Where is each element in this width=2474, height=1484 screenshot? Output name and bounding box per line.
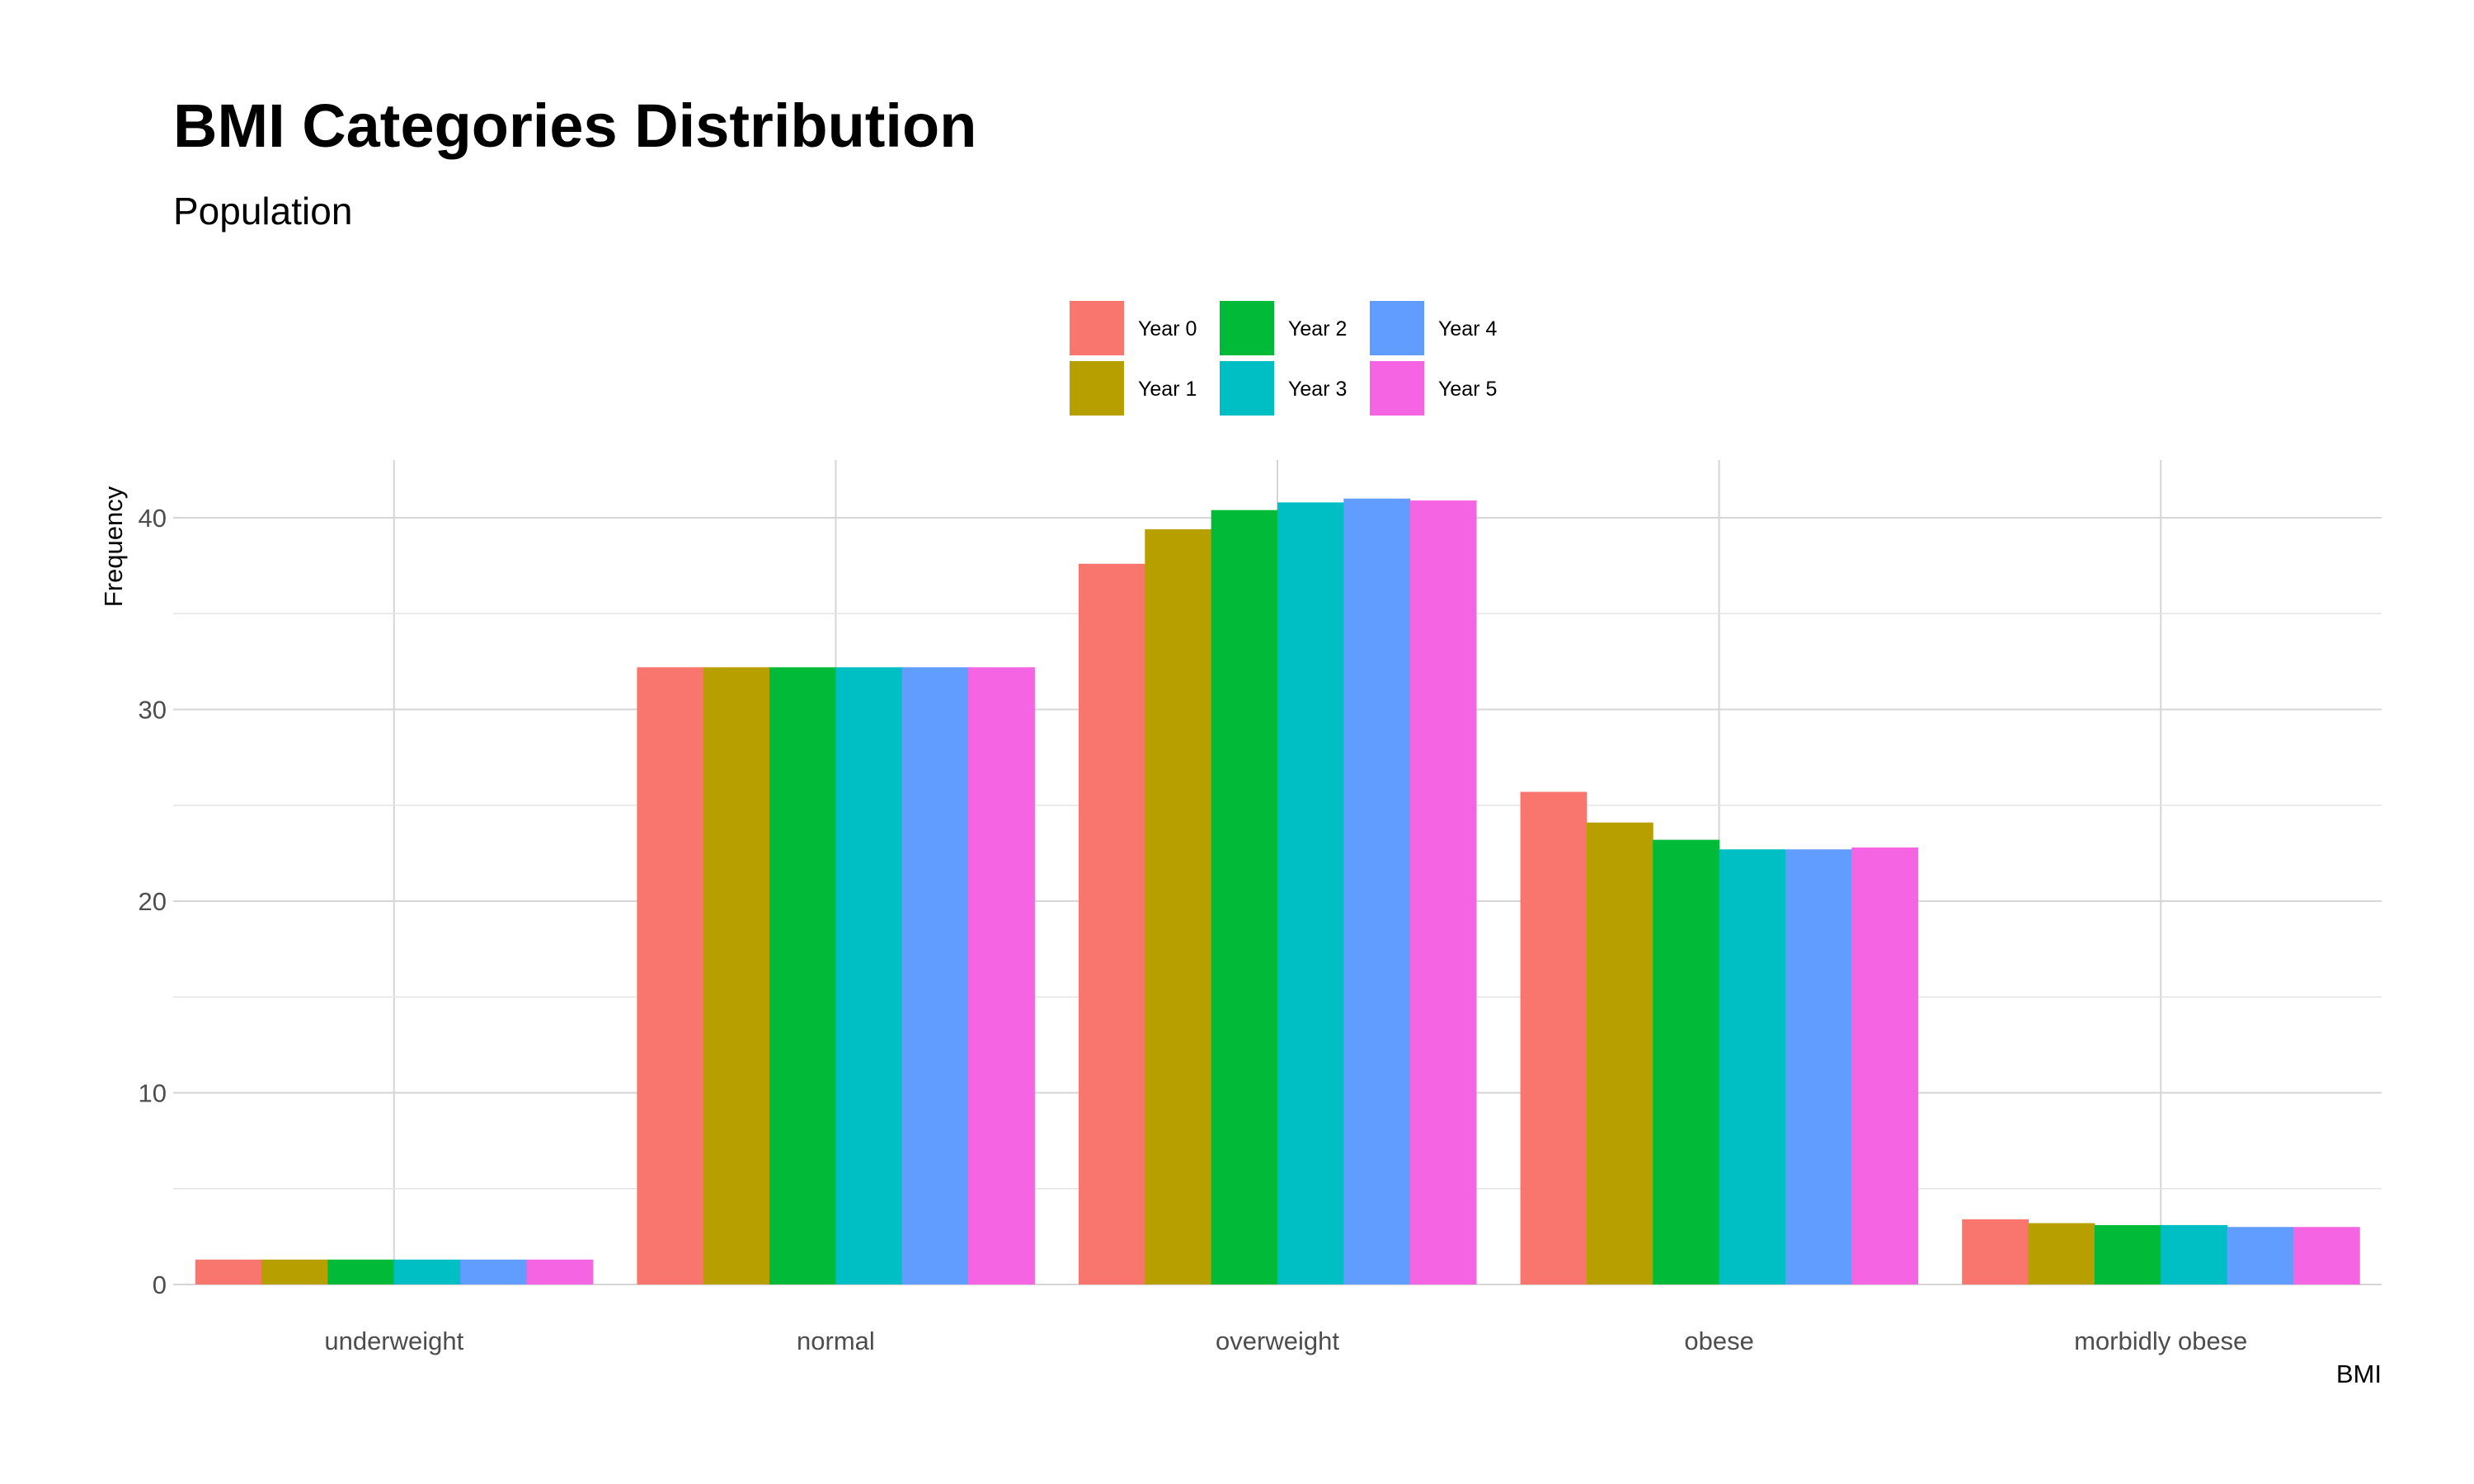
bar-obese-year-0 xyxy=(1520,791,1587,1284)
bar-morbidly-obese-year-1 xyxy=(2028,1223,2095,1284)
legend-key-year-1 xyxy=(1070,361,1124,416)
x-tick-label: morbidly obese xyxy=(2074,1327,2247,1355)
y-tick-label: 40 xyxy=(139,504,167,533)
bar-normal-year-4 xyxy=(901,667,969,1284)
x-tick-label: underweight xyxy=(324,1327,463,1355)
bar-overweight-year-1 xyxy=(1145,528,1212,1284)
bar-normal-year-0 xyxy=(637,667,704,1284)
y-tick-label: 30 xyxy=(139,696,167,725)
bar-normal-year-2 xyxy=(769,667,836,1284)
bar-obese-year-2 xyxy=(1653,839,1720,1284)
bar-overweight-year-2 xyxy=(1211,510,1278,1284)
legend-key-year-3 xyxy=(1220,361,1274,416)
y-axis-ticks: 0 10 20 30 40 xyxy=(139,504,167,1299)
legend-key-year-5 xyxy=(1370,361,1424,416)
chart-title: BMI Categories Distribution xyxy=(173,92,976,160)
y-tick-label: 20 xyxy=(139,887,167,916)
legend-label: Year 2 xyxy=(1288,317,1347,340)
legend-key-year-0 xyxy=(1070,301,1124,355)
bar-underweight-year-3 xyxy=(393,1259,461,1284)
x-axis-title: BMI xyxy=(2336,1360,2382,1388)
bar-overweight-year-5 xyxy=(1409,500,1477,1284)
bar-morbidly-obese-year-3 xyxy=(2161,1224,2228,1284)
legend-key-year-2 xyxy=(1220,301,1274,355)
bar-normal-year-1 xyxy=(703,667,770,1284)
y-tick-label: 0 xyxy=(153,1270,167,1299)
bar-obese-year-5 xyxy=(1851,847,1919,1284)
legend-key-year-4 xyxy=(1370,301,1424,355)
bar-normal-year-3 xyxy=(835,667,903,1284)
legend: Year 0 Year 1 Year 2 Year 3 Year 4 Year 5 xyxy=(1070,301,1497,416)
legend-label: Year 5 xyxy=(1438,378,1497,401)
bar-morbidly-obese-year-0 xyxy=(1962,1219,2030,1284)
bar-underweight-year-4 xyxy=(460,1259,527,1284)
bar-obese-year-3 xyxy=(1719,849,1786,1284)
legend-label: Year 3 xyxy=(1288,378,1347,401)
x-axis-ticks: underweight normal overweight obese morbidly… xyxy=(324,1327,2247,1355)
legend-label: Year 0 xyxy=(1138,317,1197,340)
bar-morbidly-obese-year-5 xyxy=(2293,1227,2360,1284)
bar-obese-year-1 xyxy=(1586,822,1653,1284)
chart-subtitle: Population xyxy=(173,190,352,232)
legend-label: Year 1 xyxy=(1138,378,1197,401)
bar-obese-year-4 xyxy=(1785,849,1852,1284)
bar-overweight-year-0 xyxy=(1078,563,1145,1284)
bars xyxy=(195,498,2360,1284)
y-axis-title: Frequency xyxy=(99,486,128,607)
bar-underweight-year-1 xyxy=(261,1259,328,1284)
y-tick-label: 10 xyxy=(139,1079,167,1108)
bar-morbidly-obese-year-2 xyxy=(2094,1224,2161,1284)
bar-normal-year-5 xyxy=(968,667,1035,1284)
bar-overweight-year-3 xyxy=(1277,502,1344,1284)
bar-morbidly-obese-year-4 xyxy=(2227,1227,2294,1284)
x-tick-label: obese xyxy=(1684,1327,1753,1355)
bar-underweight-year-5 xyxy=(526,1259,594,1284)
bar-underweight-year-2 xyxy=(327,1259,395,1284)
bar-overweight-year-4 xyxy=(1343,498,1411,1284)
legend-label: Year 4 xyxy=(1438,317,1497,340)
bar-underweight-year-0 xyxy=(195,1259,262,1284)
x-tick-label: overweight xyxy=(1216,1327,1339,1355)
x-tick-label: normal xyxy=(797,1327,875,1355)
